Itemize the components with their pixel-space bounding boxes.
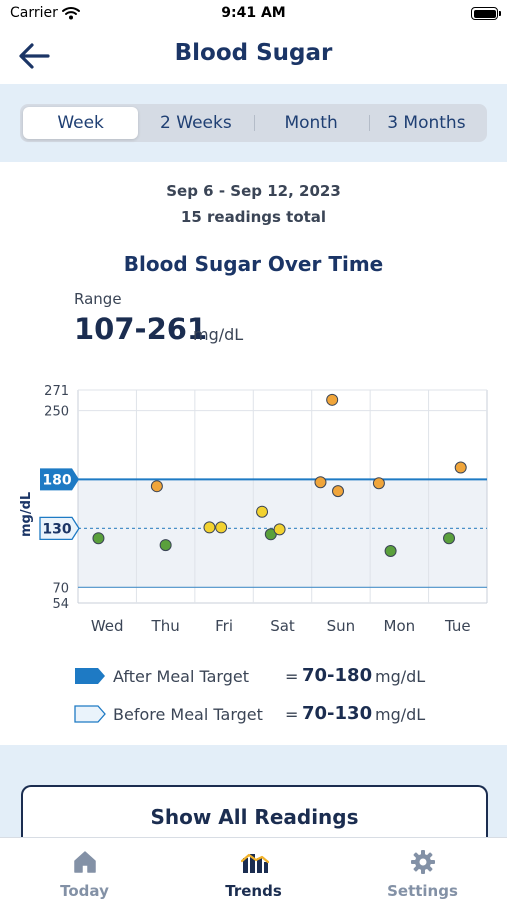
x-tick-label: Sun bbox=[327, 617, 356, 635]
show-all-readings-button[interactable]: Show All Readings bbox=[21, 785, 488, 845]
date-range: Sep 6 - Sep 12, 2023 bbox=[166, 182, 341, 200]
y-tick-label: 271 bbox=[44, 384, 69, 399]
legend-after-meal-unit: mg/dL bbox=[375, 667, 426, 686]
reading-point bbox=[443, 532, 456, 545]
clock: 9:41 AM bbox=[221, 5, 286, 21]
wifi-icon bbox=[62, 5, 80, 24]
reading-point bbox=[384, 544, 397, 557]
legend-before-meal-equals: = bbox=[285, 705, 299, 724]
range-label: Range bbox=[74, 290, 122, 308]
tab-trends-label: Trends bbox=[225, 882, 282, 900]
reading-point bbox=[150, 480, 163, 493]
y-axis-label: mg/dL bbox=[19, 492, 34, 537]
nav-header: Blood Sugar bbox=[0, 30, 507, 84]
reading-point bbox=[332, 485, 345, 498]
reading-point bbox=[256, 505, 269, 518]
reading-point bbox=[326, 393, 339, 406]
y-tick-label: 250 bbox=[44, 405, 69, 420]
tab-settings-label: Settings bbox=[387, 882, 458, 900]
before-meal-target-marker: 130 bbox=[39, 516, 80, 541]
tab-trends[interactable]: Trends bbox=[169, 838, 338, 901]
tab-settings[interactable]: Settings bbox=[338, 838, 507, 901]
after-meal-target-swatch bbox=[75, 668, 105, 684]
x-tick-label: Mon bbox=[384, 617, 416, 635]
legend-after-meal-label: After Meal Target bbox=[113, 667, 249, 686]
after-meal-target-marker: 180 bbox=[40, 468, 79, 491]
range-selector-band: Week 2 Weeks Month 3 Months bbox=[0, 84, 507, 162]
reading-point bbox=[92, 532, 105, 545]
trends-icon bbox=[241, 853, 269, 873]
tab-today-label: Today bbox=[60, 882, 109, 900]
range-segmented-control: Week 2 Weeks Month 3 Months bbox=[20, 104, 487, 142]
reading-point bbox=[215, 521, 228, 534]
x-tick-label: Sat bbox=[270, 617, 295, 635]
y-tick-label: 54 bbox=[52, 597, 69, 612]
reading-point bbox=[314, 476, 327, 489]
range-unit: mg/dL bbox=[193, 325, 244, 344]
x-tick-label: Tue bbox=[444, 617, 471, 635]
gear-icon bbox=[411, 850, 435, 874]
reading-point bbox=[372, 477, 385, 490]
before-meal-target-swatch bbox=[74, 705, 106, 723]
y-tick-label: 70 bbox=[52, 581, 69, 596]
tab-3-months[interactable]: 3 Months bbox=[368, 107, 484, 139]
reading-point bbox=[159, 539, 172, 552]
reading-point bbox=[203, 521, 216, 534]
reading-point bbox=[454, 461, 467, 474]
legend-after-meal: After Meal Target = 70-180 mg/dL bbox=[74, 665, 454, 689]
carrier-label: Carrier bbox=[10, 5, 58, 21]
x-tick-label: Thu bbox=[151, 617, 180, 635]
arrow-left-icon bbox=[19, 43, 50, 69]
x-tick-label: Wed bbox=[91, 617, 124, 635]
battery-icon bbox=[471, 7, 501, 20]
status-bar: Carrier 9:41 AM bbox=[0, 0, 507, 30]
actions-band: Show All Readings bbox=[0, 745, 507, 845]
chart-title: Blood Sugar Over Time bbox=[123, 252, 384, 276]
target-label-130: 130 bbox=[42, 521, 71, 537]
tab-bar: Today Trends Settings bbox=[0, 837, 507, 901]
reading-count: 15 readings total bbox=[180, 208, 327, 226]
legend-after-meal-value: 70-180 bbox=[302, 665, 373, 686]
legend-before-meal-unit: mg/dL bbox=[375, 705, 426, 724]
reading-point bbox=[273, 523, 286, 536]
x-tick-label: Fri bbox=[215, 617, 233, 635]
range-value: 107-261 bbox=[74, 312, 208, 346]
back-button[interactable] bbox=[14, 38, 54, 74]
tab-week[interactable]: Week bbox=[23, 107, 139, 139]
target-label-180: 180 bbox=[42, 472, 71, 488]
legend-after-meal-equals: = bbox=[285, 667, 299, 686]
tab-2-weeks[interactable]: 2 Weeks bbox=[160, 113, 232, 133]
house-icon bbox=[74, 851, 96, 873]
tab-today[interactable]: Today bbox=[0, 838, 169, 901]
tab-month[interactable]: Month bbox=[253, 107, 369, 139]
legend-before-meal-label: Before Meal Target bbox=[113, 705, 263, 724]
page-title: Blood Sugar bbox=[174, 40, 333, 66]
legend-before-meal: Before Meal Target = 70-130 mg/dL bbox=[74, 703, 454, 727]
legend-before-meal-value: 70-130 bbox=[302, 703, 373, 724]
